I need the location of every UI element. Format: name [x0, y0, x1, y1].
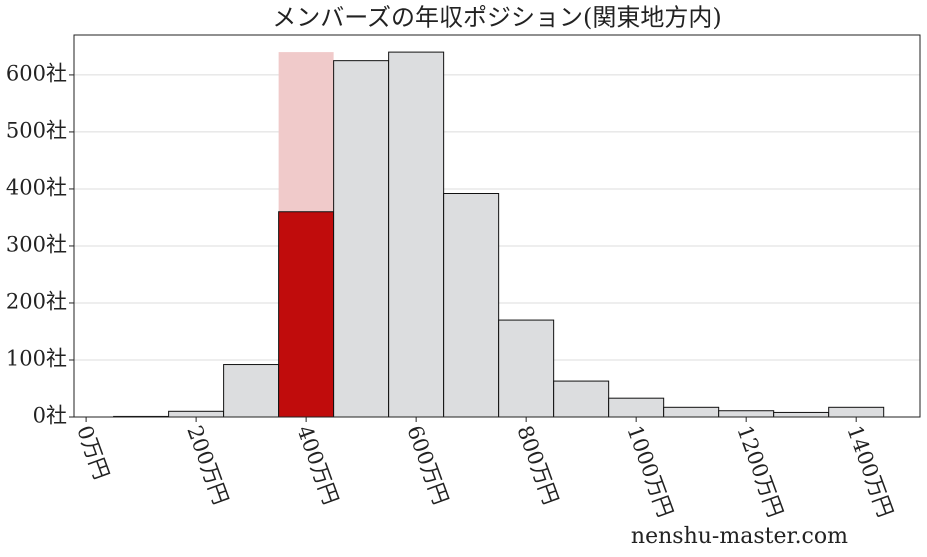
x-tick-label: 600万円: [402, 422, 453, 507]
x-tick-label: 1000万円: [622, 422, 677, 520]
x-tick-label: 0万円: [72, 422, 113, 482]
y-tick-label: 300社: [6, 232, 67, 256]
y-tick-label: 0社: [33, 404, 67, 428]
y-tick-label: 400社: [6, 175, 67, 199]
x-tick-label: 400万円: [292, 422, 343, 507]
y-tick-label: 200社: [6, 289, 67, 313]
bar: [443, 193, 500, 418]
x-tick-label: 1200万円: [732, 422, 787, 520]
chart-title: メンバーズの年収ポジション(関東地方内): [272, 4, 722, 32]
bar: [168, 410, 225, 418]
bar: [223, 364, 280, 418]
bar: [333, 60, 390, 418]
bar: [388, 51, 445, 418]
bar: [498, 319, 555, 418]
bar: [608, 397, 665, 418]
bar: [773, 411, 830, 418]
bar: [663, 406, 720, 418]
x-tick-label: 800万円: [512, 422, 563, 507]
plot-frame: [73, 34, 921, 418]
x-tick-label: 1400万円: [842, 422, 897, 520]
x-tick-label: 200万円: [182, 422, 233, 507]
bar: [278, 211, 335, 418]
bar: [718, 410, 775, 418]
bar: [553, 380, 610, 418]
bar: [828, 406, 885, 418]
y-tick-label: 100社: [6, 346, 67, 370]
y-tick-label: 600社: [6, 61, 67, 85]
y-tick-label: 500社: [6, 118, 67, 142]
watermark: nenshu-master.com: [631, 524, 848, 549]
